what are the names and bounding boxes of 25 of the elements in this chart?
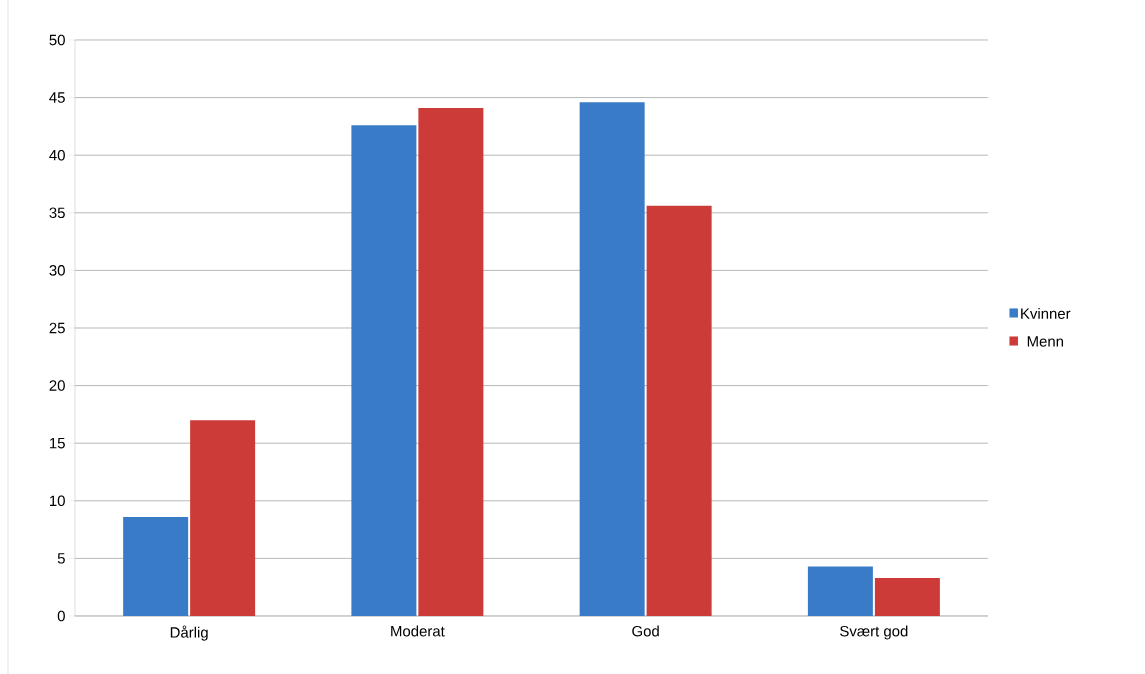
bar (418, 107, 484, 616)
y-tick-label: 25 (49, 322, 65, 334)
legend-label: Menn (1027, 336, 1064, 347)
y-tick-label: 5 (57, 553, 65, 564)
y-tick-label: 40 (49, 149, 65, 161)
bar (646, 205, 712, 616)
y-tick-label: 35 (49, 207, 65, 219)
y-tick-label: 10 (50, 495, 65, 507)
x-tick-label: Moderat (391, 625, 445, 637)
bar (579, 102, 645, 616)
x-tick-label: God (632, 625, 659, 637)
y-tick-label: 30 (49, 265, 65, 276)
y-tick-label: 0 (57, 610, 65, 622)
bar (190, 420, 256, 616)
y-tick-label: 20 (49, 380, 65, 391)
x-tick-label: Dårlig (170, 625, 208, 641)
bar (351, 125, 417, 616)
x-tick-label: Svært god (840, 625, 908, 640)
legend-label: Kvinner (1021, 307, 1071, 319)
y-tick-label: 50 (49, 34, 65, 46)
y-tick-label: 15 (50, 437, 65, 449)
y-tick-label: 45 (49, 92, 65, 103)
bar (807, 566, 873, 616)
bar (874, 577, 940, 616)
bar (123, 516, 189, 616)
